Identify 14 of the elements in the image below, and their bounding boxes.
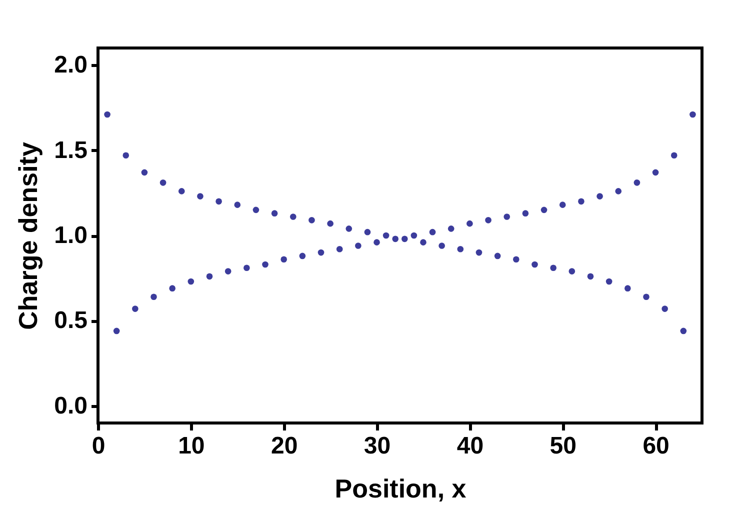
y-tick-label: 0.0 (54, 392, 88, 420)
x-tick-label: 60 (642, 432, 670, 460)
x-tick-label: 20 (270, 432, 298, 460)
x-axis-title: Position, x (334, 474, 467, 504)
x-tick-label: 0 (92, 432, 106, 460)
x-tick-label: 40 (456, 432, 484, 460)
x-tick-label: 10 (178, 432, 205, 460)
y-tick-label: 1.0 (54, 222, 88, 249)
y-tick-label: 1.5 (54, 136, 88, 164)
y-tick-label: 2.0 (54, 52, 88, 79)
y-tick-label: 0.5 (54, 307, 88, 334)
x-tick-label: 50 (550, 432, 576, 460)
y-axis-title: Charge density (13, 142, 44, 330)
x-tick-label: 30 (364, 432, 391, 460)
